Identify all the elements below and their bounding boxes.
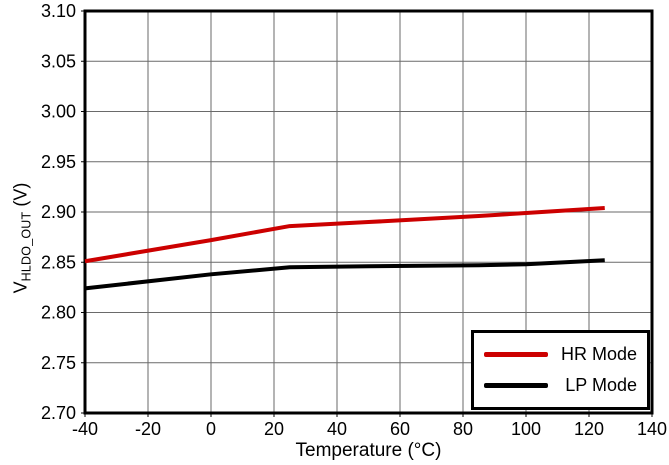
y-axis-title-unit: (V) [10,182,31,212]
legend: HR Mode LP Mode [471,330,650,410]
y-axis-title: VHLDO_OUT (V) [10,182,34,294]
x-tick-label: 100 [511,419,541,439]
y-tick-label: 2.85 [41,252,76,272]
y-axis-title-symbol: V [10,281,31,294]
y-tick-label: 2.90 [41,202,76,222]
x-tick-label: 60 [390,419,410,439]
y-tick-label: 3.05 [41,51,76,71]
legend-item-hr-mode: HR Mode [484,344,637,365]
legend-line-sample-hr-mode [484,351,548,357]
y-tick-label: 2.95 [41,152,76,172]
x-tick-label: 20 [264,419,284,439]
x-tick-label: -40 [72,419,98,439]
y-tick-label: 2.80 [41,303,76,323]
legend-item-lp-mode: LP Mode [484,375,637,396]
y-tick-label: 2.75 [41,353,76,373]
x-tick-label: 120 [574,419,604,439]
y-tick-label: 2.70 [41,403,76,423]
x-tick-label: 40 [327,419,347,439]
legend-label-hr-mode: HR Mode [560,343,637,364]
y-tick-label: 3.10 [41,1,76,21]
series-line-hr-mode [84,205,605,264]
legend-line-sample-lp-mode [484,383,548,389]
series-line-lp-mode [84,258,605,291]
x-axis-title: Temperature (°C) [295,440,442,461]
y-axis-title-subscript: HLDO_OUT [19,211,34,282]
legend-label-lp-mode: LP Mode [565,375,637,396]
x-tick-label: 140 [637,419,667,439]
y-tick-label: 3.00 [41,102,76,122]
plot-frame [83,9,654,415]
x-tick-label: 0 [206,419,216,439]
x-tick-label: -20 [135,419,161,439]
x-tick-label: 80 [453,419,473,439]
